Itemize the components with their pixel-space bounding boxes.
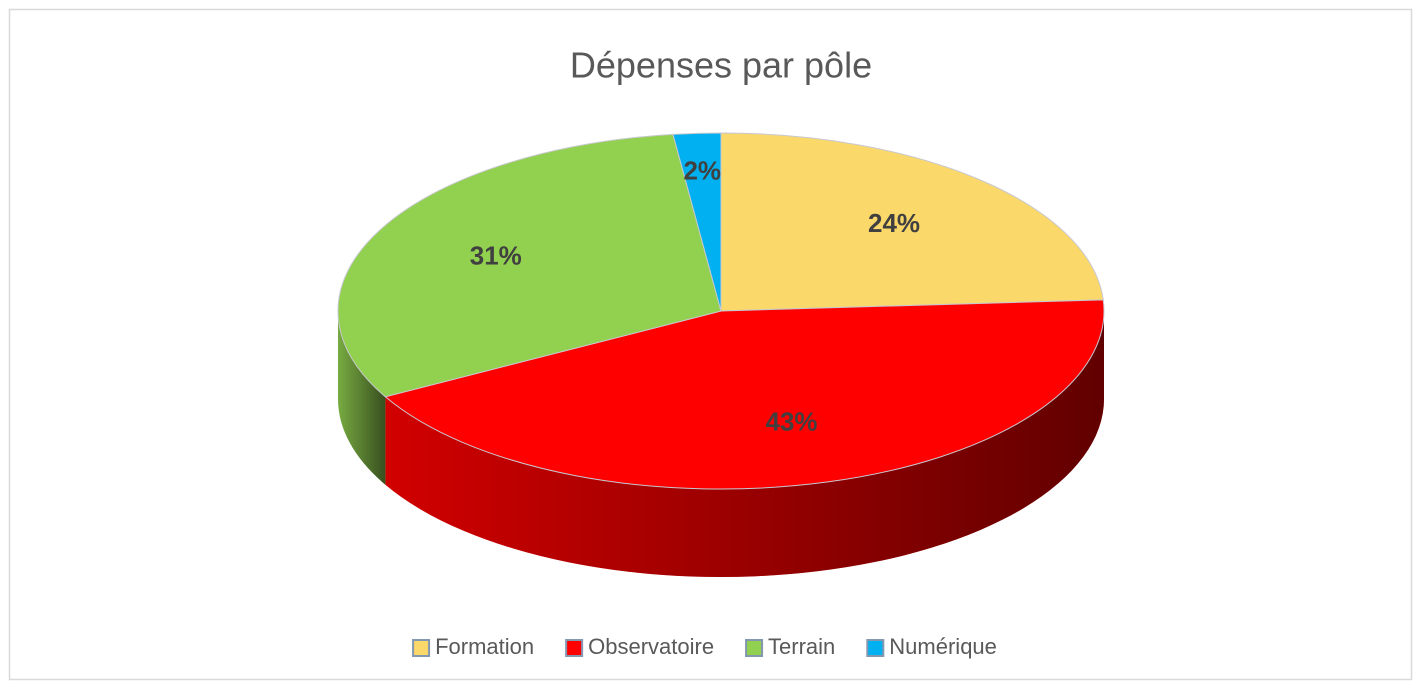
side-shade: [338, 311, 386, 485]
data-label: 43%: [765, 407, 817, 437]
slice: [384, 299, 1105, 490]
side-shade: [385, 311, 1105, 577]
slice: [720, 132, 1104, 312]
legend-swatch: [866, 639, 885, 657]
slice: [337, 133, 722, 398]
legend-swatch: [565, 639, 584, 657]
data-label: 24%: [868, 208, 920, 238]
legend-label: Formation: [435, 634, 534, 659]
legend-label: Terrain: [768, 634, 835, 659]
legend-swatch: [745, 639, 764, 657]
chart-title: Dépenses par pôle: [570, 45, 872, 86]
legend-swatch: [412, 639, 431, 657]
data-label: 31%: [470, 241, 522, 271]
data-label: 2%: [683, 155, 721, 185]
legend-label: Observatoire: [588, 634, 714, 659]
legend-label: Numérique: [889, 634, 997, 659]
slice: [672, 132, 722, 312]
